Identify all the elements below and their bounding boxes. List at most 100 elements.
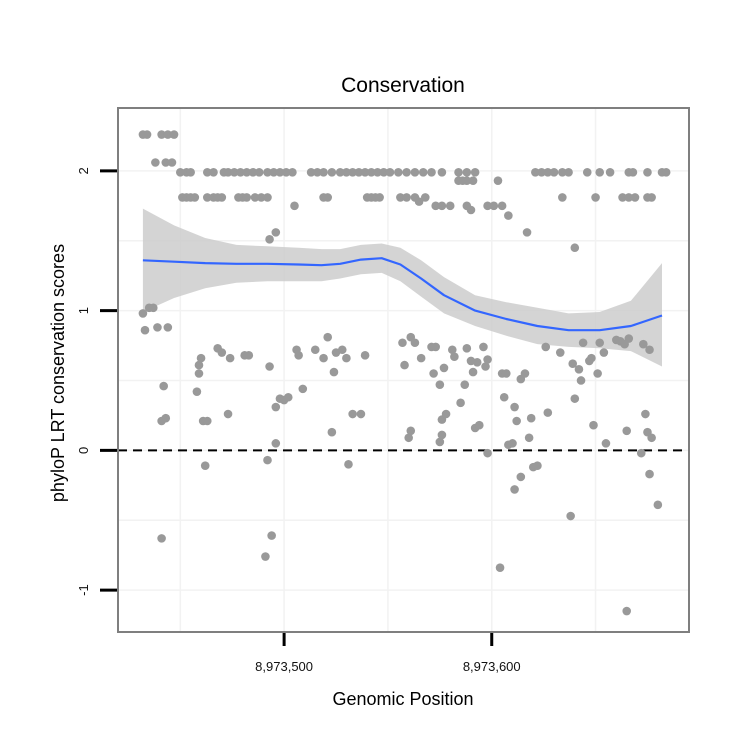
data-point [624,193,634,202]
data-point [647,433,656,443]
data-point [354,167,364,177]
x-axis-label: Genomic Position [332,689,473,709]
data-point [142,130,152,139]
data-point [591,193,600,202]
data-point [229,167,239,177]
panel-frame [117,107,690,633]
data-point [194,360,204,370]
data-point [310,345,320,355]
data-point [394,167,403,177]
data-point [163,130,173,139]
data-point [196,353,206,363]
data-point [385,167,395,177]
data-point [636,448,646,458]
data-point [248,167,258,177]
data-point [474,420,484,430]
data-point [593,369,602,378]
data-point [462,167,472,177]
data-point [294,351,303,360]
data-point [190,193,200,202]
data-point [661,167,671,177]
data-point [153,323,162,332]
data-point [489,201,499,211]
data-point [163,323,173,332]
data-point [630,193,640,202]
data-point [605,167,615,177]
data-point [263,193,272,202]
data-point [202,193,212,202]
data-point [281,167,291,177]
data-point [468,367,478,377]
data-point [495,563,505,573]
data-point [574,365,584,374]
data-point [337,345,347,355]
data-point [508,439,517,448]
data-point [589,420,598,430]
data-point [327,427,337,437]
data-point [460,380,470,389]
data-point [541,342,551,352]
data-point [242,193,252,202]
y-tick-label: -1 [76,584,91,596]
data-point [329,367,339,377]
data-point [348,409,357,419]
data-point [456,398,465,408]
x-tick-label: 8,973,600 [463,659,521,674]
data-point [186,167,195,177]
data-point [462,176,472,185]
data-point [450,352,459,362]
data-point [578,338,588,348]
y-axis-label: phyloP LRT conservation scores [48,244,68,502]
data-point [512,416,521,426]
data-point [558,193,567,202]
data-point [481,362,490,371]
data-point [140,325,150,335]
panel-background [118,108,689,632]
data-point [271,402,281,412]
data-point [283,392,293,402]
data-point [645,345,654,355]
data-point [275,167,285,177]
data-point [576,376,586,385]
data-point [200,461,210,471]
data-point [169,130,179,139]
data-point [439,363,449,373]
data-point [499,392,509,402]
data-point [445,201,455,211]
data-point [379,167,389,177]
data-point [595,167,605,177]
data-point [236,167,245,177]
data-point [497,201,507,211]
data-point [256,193,266,202]
data-point [493,176,503,185]
data-point [157,130,166,139]
data-point [537,167,546,177]
data-point [543,167,553,177]
data-point [531,167,540,177]
data-point [639,339,648,349]
data-point [217,193,227,202]
data-point [192,387,202,396]
data-point [570,243,580,253]
data-point [360,167,370,177]
data-point [526,413,536,423]
data-point [601,439,611,448]
data-point [223,409,233,419]
data-point [504,211,513,220]
data-point [319,353,328,363]
data-point [261,552,270,561]
plot-panel [118,108,689,632]
data-point [138,309,148,318]
data-point [533,461,542,471]
data-point [319,167,328,177]
data-point [404,433,413,443]
data-point [217,348,227,357]
confidence-band [142,208,662,367]
data-point [437,430,447,440]
data-point [306,167,316,177]
data-point [520,369,530,378]
data-point [344,460,353,469]
data-point [466,205,476,215]
data-point [290,201,299,211]
